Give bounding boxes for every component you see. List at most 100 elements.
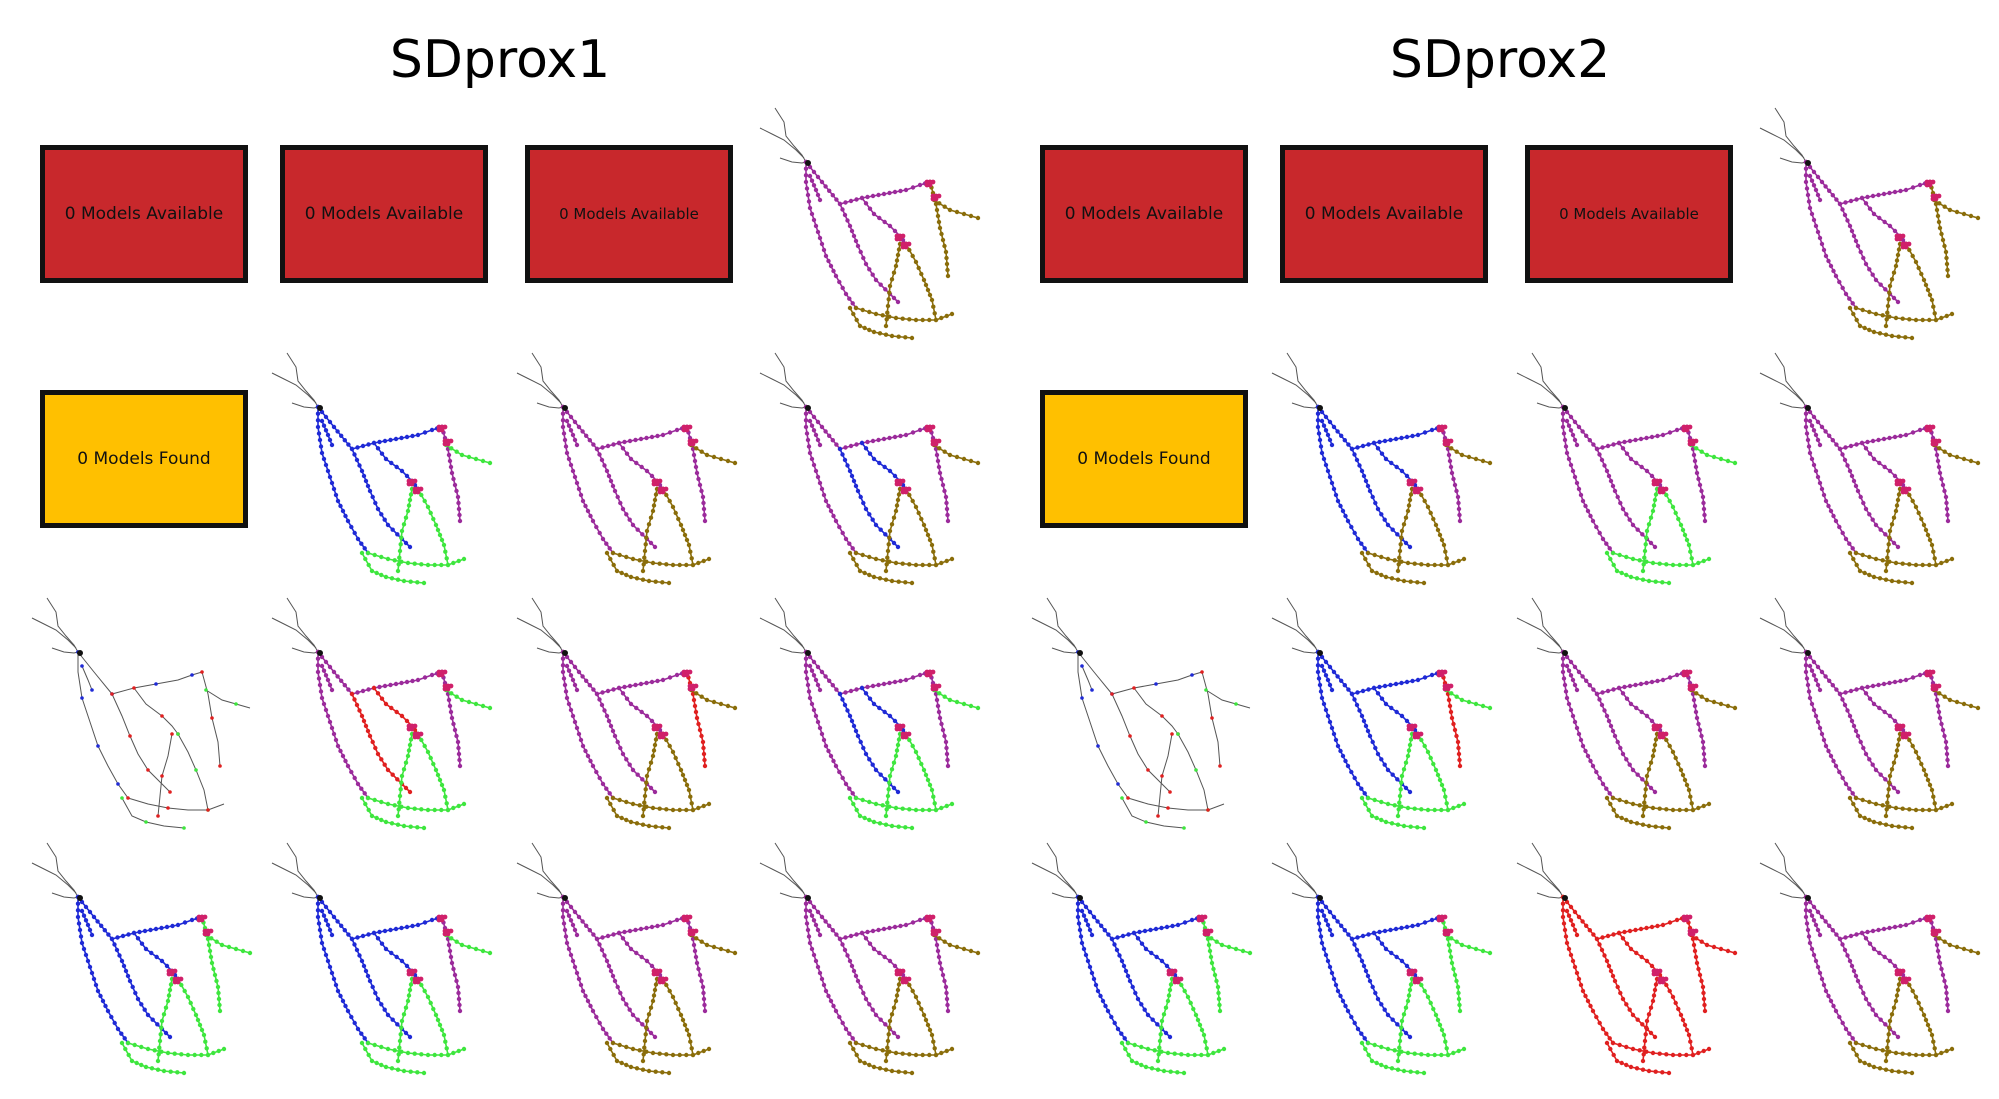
station-point <box>1410 678 1415 684</box>
station-point <box>1449 691 1454 696</box>
station-point <box>159 1025 164 1030</box>
station-point <box>913 259 919 265</box>
station-point <box>640 568 646 574</box>
river-network-map <box>262 835 506 1080</box>
station-point <box>1456 500 1461 506</box>
station-point <box>892 434 898 440</box>
station-point <box>896 492 902 497</box>
river-segment <box>612 552 710 566</box>
river-segment <box>1177 978 1209 1056</box>
station-point <box>1404 473 1410 479</box>
station-point <box>412 1051 417 1056</box>
station-point <box>1604 1031 1609 1036</box>
station-point <box>354 947 360 953</box>
station-point <box>568 462 574 468</box>
station-point <box>1916 265 1921 271</box>
station-point <box>664 982 669 988</box>
station-point <box>1907 562 1912 567</box>
junction-point <box>205 931 211 937</box>
junction-point <box>1900 968 1906 974</box>
station-point <box>635 1017 640 1022</box>
station-point <box>1892 924 1898 930</box>
station-point <box>867 696 873 701</box>
station-point <box>1617 552 1622 558</box>
station-point <box>1443 549 1448 554</box>
station-point <box>1644 713 1650 719</box>
station-point <box>432 807 437 813</box>
station-point <box>1154 682 1158 686</box>
station-point <box>1403 785 1409 791</box>
station-point <box>399 528 405 534</box>
station-point <box>1916 755 1921 761</box>
station-point <box>1355 781 1361 787</box>
station-point <box>811 673 817 678</box>
station-point <box>1903 187 1909 193</box>
station-point <box>1803 908 1809 913</box>
station-point <box>1110 692 1114 696</box>
station-point <box>809 178 815 183</box>
station-point <box>1666 1070 1672 1076</box>
station-point <box>1159 1018 1165 1024</box>
station-point <box>182 920 188 925</box>
station-point <box>1435 772 1441 778</box>
station-point <box>346 687 351 692</box>
models-available-box: 0 Models Available <box>280 145 488 283</box>
station-point <box>321 913 327 918</box>
station-point <box>1895 742 1901 748</box>
station-point <box>883 813 889 819</box>
station-point <box>887 680 892 686</box>
river-segment <box>1662 733 1694 811</box>
station-point <box>640 532 645 537</box>
station-point <box>329 687 335 693</box>
station-point <box>85 922 91 928</box>
station-point <box>456 558 461 564</box>
station-point <box>857 568 863 574</box>
station-point <box>1599 947 1605 953</box>
station-point <box>359 958 365 964</box>
station-point <box>1894 748 1900 753</box>
station-point <box>940 727 946 733</box>
station-point <box>1920 1052 1925 1058</box>
station-point <box>1920 807 1925 813</box>
station-point <box>1907 492 1912 498</box>
station-point <box>185 1052 191 1058</box>
station-point <box>1115 1026 1121 1032</box>
station-point <box>1949 1046 1955 1052</box>
station-point <box>85 958 91 964</box>
station-point <box>1704 452 1710 458</box>
station-point <box>1889 1012 1895 1017</box>
station-point <box>359 468 365 474</box>
station-point <box>1881 681 1887 687</box>
source-point <box>562 895 568 901</box>
station-point <box>1135 936 1141 941</box>
station-point <box>1932 1046 1937 1051</box>
station-point <box>815 927 821 933</box>
station-point <box>1644 780 1649 785</box>
station-point <box>75 901 81 906</box>
station-point <box>331 486 337 492</box>
station-point <box>407 497 413 503</box>
station-point <box>1670 504 1676 510</box>
junction-point <box>903 244 909 250</box>
station-point <box>674 917 680 923</box>
station-point <box>1370 739 1375 745</box>
station-point <box>439 782 445 788</box>
station-point <box>936 709 942 715</box>
station-point <box>1651 993 1657 998</box>
station-point <box>920 1052 925 1058</box>
station-point <box>1606 473 1612 479</box>
station-point <box>1944 996 1950 1002</box>
station-point <box>1617 797 1622 803</box>
station-point <box>371 930 377 936</box>
station-point <box>421 580 427 586</box>
station-point <box>1831 268 1836 274</box>
station-point <box>1455 494 1461 500</box>
station-point <box>1329 725 1335 731</box>
station-point <box>1388 437 1393 443</box>
station-point <box>1646 823 1652 829</box>
station-point <box>1399 680 1404 686</box>
station-point <box>1590 518 1596 524</box>
station-point <box>1648 1005 1654 1010</box>
station-point <box>1170 732 1174 736</box>
station-point <box>607 791 612 796</box>
